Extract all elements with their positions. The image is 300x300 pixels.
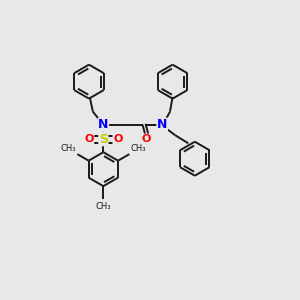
Text: O: O <box>113 134 122 144</box>
Text: S: S <box>99 133 108 146</box>
Text: O: O <box>84 134 94 144</box>
Text: N: N <box>98 118 109 131</box>
Text: O: O <box>142 134 151 144</box>
Text: CH₃: CH₃ <box>96 202 111 211</box>
Text: N: N <box>157 118 167 131</box>
Text: CH₃: CH₃ <box>131 144 146 153</box>
Text: CH₃: CH₃ <box>60 144 76 153</box>
